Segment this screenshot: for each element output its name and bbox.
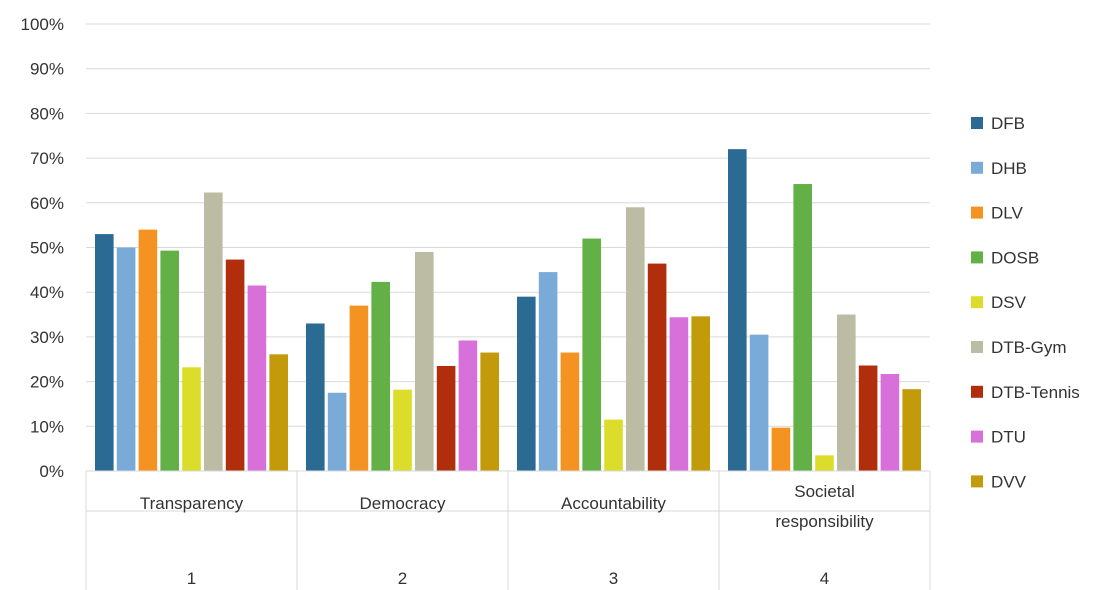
y-tick-label: 50% xyxy=(30,239,64,258)
bar-dsv-1 xyxy=(182,367,201,471)
bars xyxy=(95,149,921,471)
legend-label: DHB xyxy=(991,159,1027,178)
bar-dvv-4 xyxy=(902,389,921,471)
category-number: 1 xyxy=(187,569,196,588)
y-tick-label: 40% xyxy=(30,283,64,302)
bar-dfb-3 xyxy=(517,296,536,471)
bar-dfb-4 xyxy=(728,149,747,471)
y-axis-ticks: 0% 10% 20% 30% 40% 50% 60% 70% 80% 90% 100% xyxy=(21,15,64,481)
bar-dvv-3 xyxy=(691,316,710,471)
bar-dtu-4 xyxy=(880,374,900,471)
bar-dtb-tennis-1 xyxy=(225,259,245,471)
bar-dtb-gym-3 xyxy=(626,207,645,471)
bar-dsv-4 xyxy=(815,455,834,471)
bar-dtu-1 xyxy=(247,285,267,471)
legend-label: DTB-Tennis xyxy=(991,383,1080,402)
y-tick-label: 0% xyxy=(39,462,64,481)
legend-swatch-dvv xyxy=(971,475,983,488)
legend-swatch-dtu xyxy=(971,430,983,443)
legend-label: DFB xyxy=(991,114,1025,133)
legend-label: DVV xyxy=(991,472,1027,491)
bar-dhb-4 xyxy=(749,334,769,471)
category-number: 3 xyxy=(609,569,618,588)
bar-dsv-3 xyxy=(604,419,623,471)
y-tick-label: 80% xyxy=(30,104,64,123)
legend-label: DOSB xyxy=(991,248,1039,267)
y-tick-label: 70% xyxy=(30,149,64,168)
legend-swatch-dlv xyxy=(971,206,983,219)
y-tick-label: 20% xyxy=(30,373,64,392)
bar-dtb-tennis-2 xyxy=(436,365,456,471)
legend-swatch-dsv xyxy=(971,296,983,309)
category-label: responsibility xyxy=(775,512,874,531)
legend-swatch-dhb xyxy=(971,161,983,174)
legend-swatch-dfb xyxy=(971,117,983,129)
bar-dtb-gym-4 xyxy=(837,314,856,471)
legend: DFB DHB DLV DOSB DSV DTB-Gym DTB-Tennis DTU DVV xyxy=(971,114,1080,491)
category-label: Transparency xyxy=(140,494,244,513)
category-label: Democracy xyxy=(360,494,446,513)
legend-label: DTB-Gym xyxy=(991,338,1067,357)
bar-dhb-3 xyxy=(538,272,558,471)
legend-label: DSV xyxy=(991,293,1027,312)
bar-dtb-tennis-3 xyxy=(647,263,667,471)
y-tick-label: 100% xyxy=(21,15,64,34)
category-number: 2 xyxy=(398,569,407,588)
bar-dvv-1 xyxy=(269,354,288,471)
y-tick-label: 30% xyxy=(30,328,64,347)
bar-dfb-1 xyxy=(95,234,114,471)
y-tick-label: 10% xyxy=(30,417,64,436)
bar-dhb-1 xyxy=(116,247,136,471)
category-label: Societal xyxy=(794,482,854,501)
category-number: 4 xyxy=(820,569,829,588)
bar-dsv-2 xyxy=(393,389,412,471)
y-tick-label: 90% xyxy=(30,60,64,79)
category-label: Accountability xyxy=(561,494,666,513)
bar-dosb-1 xyxy=(160,250,179,471)
bar-dlv-2 xyxy=(349,305,369,471)
legend-label: DTU xyxy=(991,428,1026,447)
bar-dfb-2 xyxy=(306,323,325,471)
bar-dtb-gym-2 xyxy=(415,251,434,471)
legend-swatch-dtb-gym xyxy=(971,341,983,353)
bar-dosb-3 xyxy=(582,238,601,471)
bar-dosb-2 xyxy=(371,281,390,471)
legend-swatch-dtb-tennis xyxy=(971,385,983,398)
bar-dtb-tennis-4 xyxy=(858,365,878,471)
x-axis: Transparency 1 Democracy 2 Accountability 3 So… xyxy=(85,470,931,590)
bar-dhb-2 xyxy=(327,392,347,471)
bar-dtu-2 xyxy=(458,340,478,471)
bar-dtu-3 xyxy=(669,317,689,471)
bar-dlv-4 xyxy=(771,427,791,471)
bar-dtb-gym-1 xyxy=(204,192,223,471)
legend-label: DLV xyxy=(991,204,1023,223)
legend-swatch-dosb xyxy=(971,251,983,264)
bar-dlv-3 xyxy=(560,352,580,471)
bar-dvv-2 xyxy=(480,352,499,471)
y-tick-label: 60% xyxy=(30,194,64,213)
bar-dlv-1 xyxy=(138,229,158,471)
bar-dosb-4 xyxy=(793,184,812,471)
